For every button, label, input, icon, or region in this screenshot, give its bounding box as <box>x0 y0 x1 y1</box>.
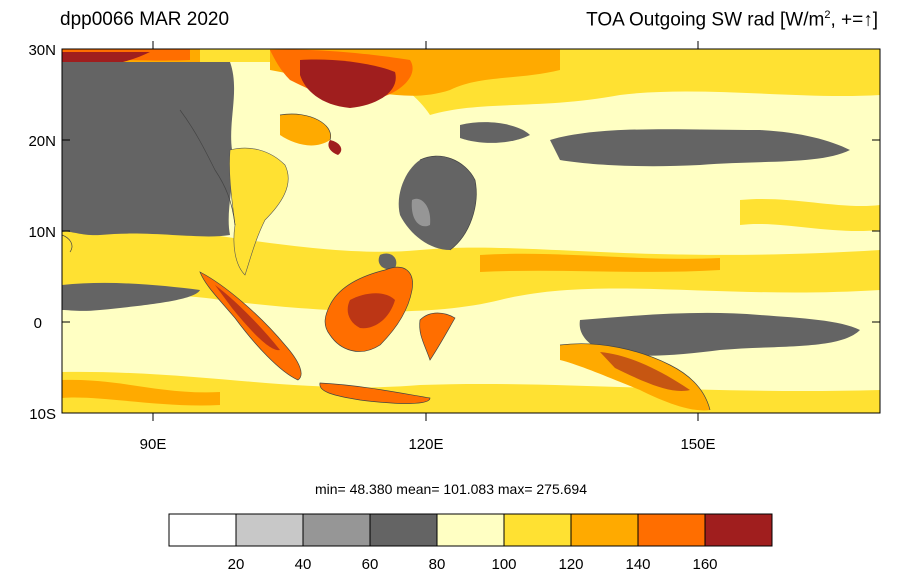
colorbar-swatch <box>704 513 773 547</box>
colorbar-tick-label: 160 <box>692 556 717 573</box>
lon-label: 120E <box>408 436 443 453</box>
colorbar-swatch <box>570 513 639 547</box>
lat-label: 10S <box>29 406 56 423</box>
sw-radiation-field <box>62 49 880 413</box>
lon-label: 90E <box>140 436 167 453</box>
colorbar-tick-label: 120 <box>558 556 583 573</box>
colorbar-swatch <box>235 513 304 547</box>
plot-title-right: TOA Outgoing SW rad [W/m2, +=↑] <box>586 9 878 31</box>
colorbar-tick-label: 100 <box>491 556 516 573</box>
colorbar-tick-label: 40 <box>295 556 312 573</box>
lat-label: 30N <box>28 42 56 59</box>
field-statistics: min= 48.380 mean= 101.083 max= 275.694 <box>314 481 588 497</box>
colorbar <box>168 513 773 547</box>
lon-label: 150E <box>680 436 715 453</box>
colorbar-swatch <box>637 513 706 547</box>
colorbar-labels: 20 40 60 80 100 120 140 160 <box>228 556 718 573</box>
plot-title-left: dpp0066 MAR 2020 <box>60 9 230 30</box>
colorbar-swatch <box>503 513 572 547</box>
colorbar-tick-label: 20 <box>228 556 245 573</box>
colorbar-swatch <box>168 513 237 547</box>
lat-labels: 30N 20N 10N 0 10S <box>28 42 56 423</box>
lat-label: 10N <box>28 224 56 241</box>
lat-ticks <box>62 41 880 421</box>
colorbar-tick-label: 80 <box>429 556 446 573</box>
colorbar-swatch <box>436 513 505 547</box>
colorbar-swatch <box>369 513 438 547</box>
colorbar-tick-label: 60 <box>362 556 379 573</box>
lat-label: 0 <box>34 315 42 332</box>
coastlines <box>62 109 711 411</box>
colorbar-swatch <box>302 513 371 547</box>
lon-labels: 90E 120E 150E <box>140 436 716 453</box>
colorbar-tick-label: 140 <box>625 556 650 573</box>
lat-label: 20N <box>28 133 56 150</box>
